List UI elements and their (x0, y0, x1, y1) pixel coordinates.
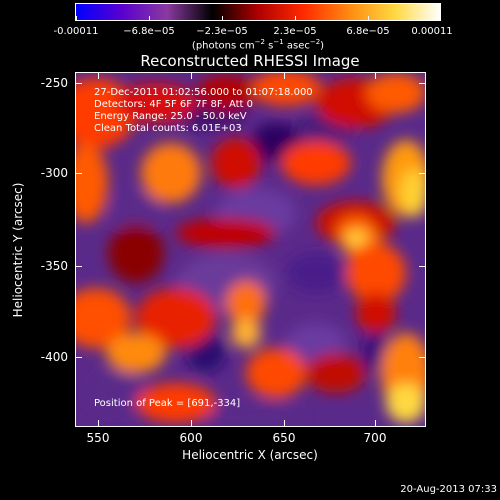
colorbar-tick (76, 16, 77, 21)
y-tick-mark-right (419, 83, 426, 84)
plot-area: 27-Dec-2011 01:02:56.000 to 01:07:18.000… (75, 72, 426, 427)
x-tick-mark-top (284, 72, 285, 79)
colorbar-units: (photons cm−2 s−1 asec−2) (191, 38, 325, 52)
y-tick-label-400: -400 (40, 350, 68, 364)
x-tick-mark (284, 420, 285, 427)
colorbar-tick (368, 16, 369, 21)
colorbar-label-0: -0.00011 (53, 26, 99, 37)
timestamp: 20-Aug-2013 07:33 (400, 484, 497, 495)
time-range-text: 27-Dec-2011 01:02:56.000 to 01:07:18.000 (94, 87, 313, 98)
x-tick-label-700: 700 (363, 431, 387, 445)
y-tick-label-250: -250 (40, 76, 68, 90)
detectors-text: Detectors: 4F 5F 6F 7F 8F, Att 0 (94, 99, 254, 110)
y-tick-mark (75, 357, 82, 358)
y-tick-label-350: -350 (40, 259, 68, 273)
colorbar-label-5: 0.00011 (411, 26, 453, 37)
y-tick-mark-right (419, 173, 426, 174)
colorbar-label-1: −6.8e−05 (123, 26, 175, 37)
clean-counts-text: Clean Total counts: 6.01E+03 (94, 123, 242, 134)
colorbar-tick (222, 16, 223, 21)
x-tick-label-550: 550 (86, 431, 110, 445)
peak-position-text: Position of Peak = [691,-334] (94, 398, 241, 409)
x-tick-mark-top (98, 72, 99, 79)
colorbar-label-4: 6.8e−05 (346, 26, 390, 37)
y-tick-mark (75, 266, 82, 267)
x-tick-label-600: 600 (179, 431, 203, 445)
x-tick-mark (375, 420, 376, 427)
colorbar-tick (440, 16, 441, 21)
energy-range-text: Energy Range: 25.0 - 50.0 keV (94, 111, 247, 122)
colorbar (75, 3, 441, 21)
y-axis-label: Heliocentric Y (arcsec) (11, 182, 25, 318)
y-tick-mark (75, 173, 82, 174)
x-tick-mark (191, 420, 192, 427)
y-tick-label-300: -300 (40, 166, 68, 180)
colorbar-label-3: 2.3e−05 (273, 26, 317, 37)
y-tick-mark-right (419, 266, 426, 267)
colorbar-tick (295, 16, 296, 21)
y-tick-mark-right (419, 357, 426, 358)
plot-title: Reconstructed RHESSI Image (140, 52, 360, 70)
x-tick-mark-top (375, 72, 376, 79)
colorbar-tick (149, 16, 150, 21)
heatmap-image (76, 73, 425, 426)
x-tick-mark (98, 420, 99, 427)
colorbar-label-2: −2.3e−05 (196, 26, 248, 37)
y-tick-mark (75, 83, 82, 84)
x-tick-label-650: 650 (272, 431, 296, 445)
x-tick-mark-top (191, 72, 192, 79)
colorbar-gradient (76, 4, 440, 20)
x-axis-label: Heliocentric X (arcsec) (182, 448, 318, 462)
